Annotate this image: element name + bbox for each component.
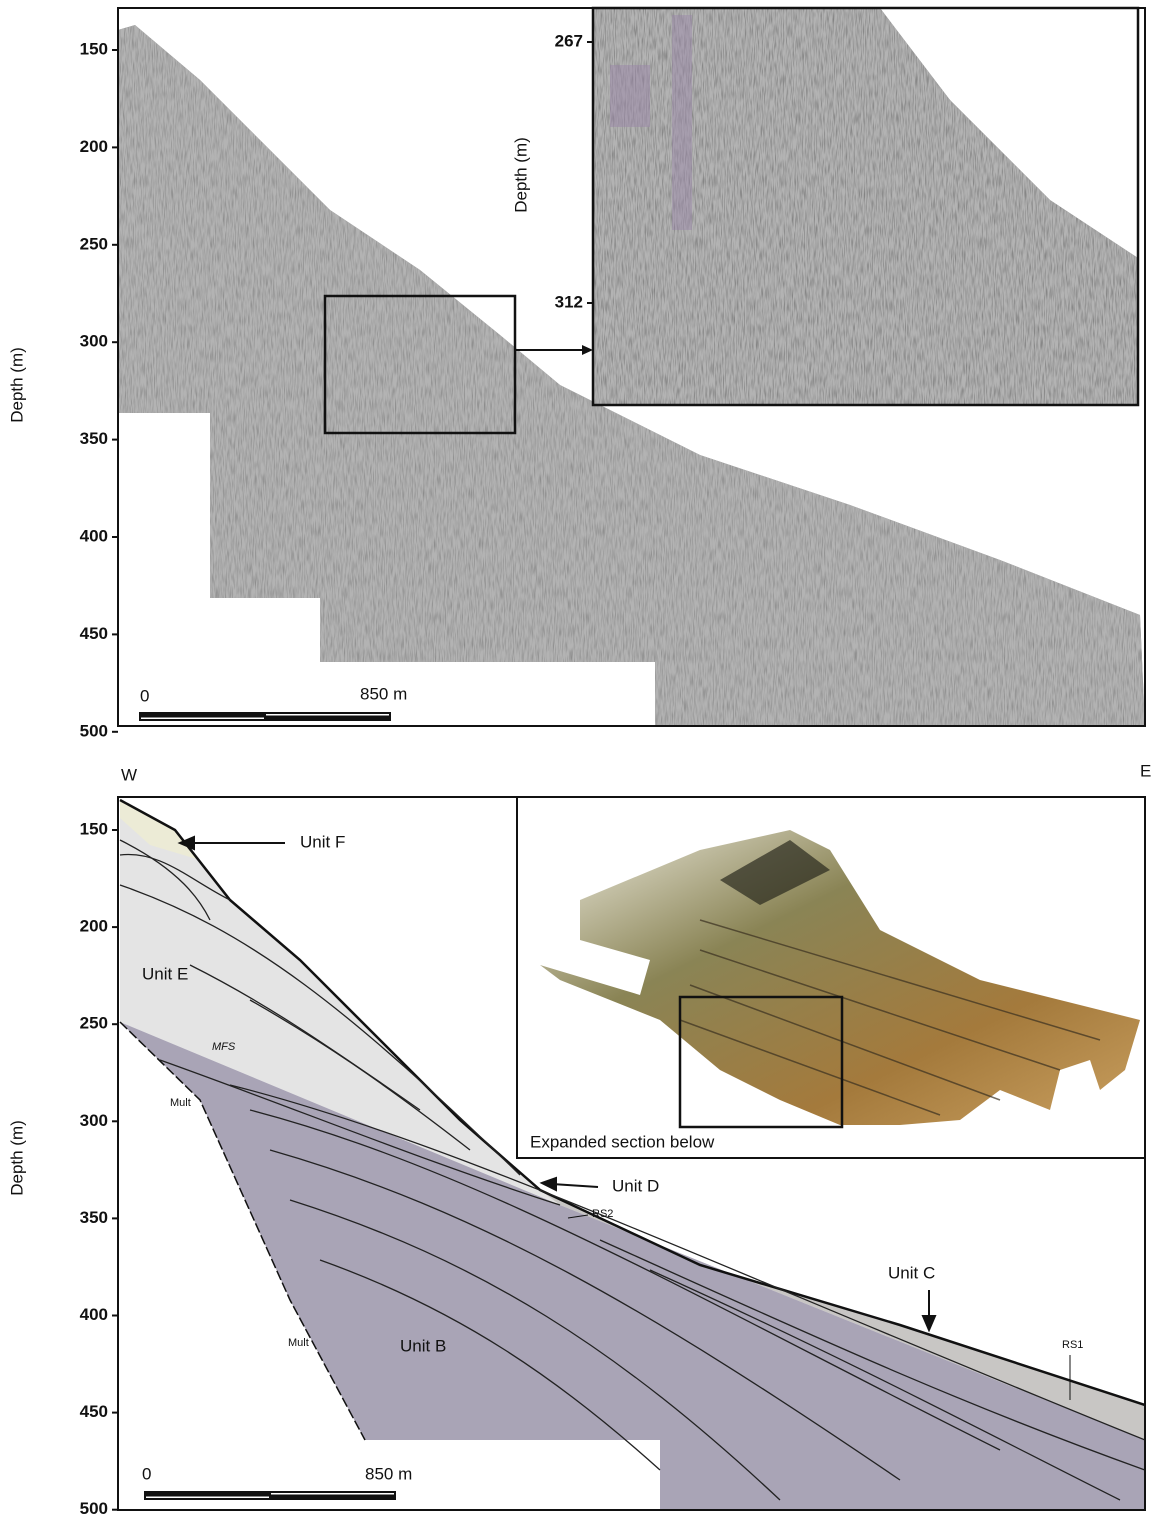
inset-3d (516, 796, 1146, 1159)
annotation: Unit C (888, 1263, 935, 1282)
annotation: Unit E (142, 964, 188, 983)
inset (591, 6, 1140, 407)
inset-y-axis-label: Depth (m) (511, 137, 530, 213)
annotation: Unit D (612, 1176, 659, 1195)
y-tick-label: 312 (555, 292, 583, 311)
interpretation (119, 798, 1146, 1510)
arrowhead (582, 345, 593, 355)
y-tick-label: 250 (80, 1014, 108, 1033)
scale-end: 850 m (360, 684, 407, 703)
y-tick-label: 300 (80, 1111, 108, 1130)
y-tick-label: 200 (80, 917, 108, 936)
y-tick-label: 500 (80, 1499, 108, 1515)
annotation: RS2 (592, 1208, 613, 1220)
east-label: E (1140, 761, 1151, 780)
scale-bar (139, 712, 391, 721)
west-label: W (121, 765, 137, 784)
inset-caption: Expanded section below (530, 1132, 715, 1151)
scale-start: 0 (140, 686, 149, 705)
y-tick-label: 350 (80, 1208, 108, 1227)
y-tick-label: 267 (555, 31, 583, 50)
annotation: Mult (288, 1337, 309, 1349)
annotation: MFS (212, 1041, 236, 1053)
annotation: RS1 (1062, 1339, 1083, 1351)
y-ticks: 150 200 250 300 350 400 450 500 267 312 (80, 31, 593, 740)
y-tick-label: 300 (80, 332, 108, 351)
y-tick-label: 450 (80, 624, 108, 643)
y-tick-label: 400 (80, 1305, 108, 1324)
y-ticks: 150 200 250 300 350 400 450 500 (80, 819, 118, 1518)
zoom-box (323, 294, 517, 435)
y-axis-label: Depth (m) (7, 347, 26, 423)
y-tick-label: 250 (80, 234, 108, 253)
y-tick-label: 350 (80, 429, 108, 448)
scale-bar (144, 1491, 396, 1500)
y-axis-label: Depth (m) (7, 1120, 26, 1196)
annotations: Unit F Unit E MFS Mult Unit D RS2 Unit C Mult Un… (142, 832, 1083, 1355)
y-tick-label: 450 (80, 1402, 108, 1421)
y-tick-label: 400 (80, 526, 108, 545)
annotation: Unit F (300, 832, 345, 851)
y-tick-label: 150 (80, 819, 108, 838)
scale-start: 0 (142, 1464, 151, 1483)
y-tick-label: 500 (80, 721, 108, 740)
annotation: Mult (170, 1097, 191, 1109)
y-tick-label: 150 (80, 39, 108, 58)
y-tick-label: 200 (80, 137, 108, 156)
annotation-arrows (177, 835, 1071, 1400)
annotation: Unit B (400, 1336, 446, 1355)
scale-end: 850 m (365, 1464, 412, 1483)
